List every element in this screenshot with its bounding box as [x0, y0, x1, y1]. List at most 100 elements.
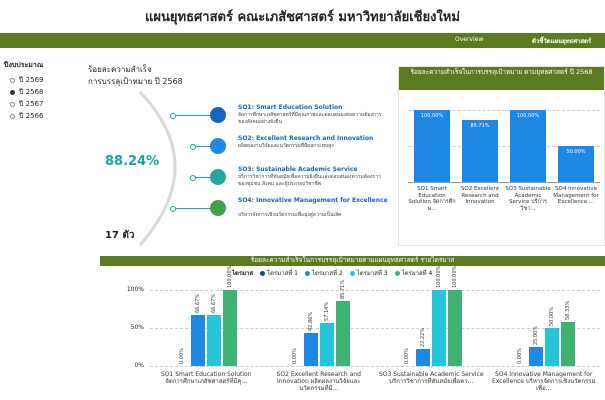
legend-item: ไตรมาสที่ 3 — [349, 268, 388, 278]
y-tick-label: 0% — [134, 362, 144, 369]
legend-item: ไตรมาสที่ 2 — [304, 268, 343, 278]
connector-line — [195, 177, 213, 178]
strategy-desc: ผลิตผลงานวิจัยและนวัตกรรมที่มีผลกระทบสูง — [238, 143, 334, 149]
legend-label: ไตรมาสที่ 2 — [311, 270, 343, 277]
x-tick-label: SO2 Excellent Research and Innovation ผล… — [276, 371, 361, 392]
nav-bar: Overview ตัวชี้วัดแผนยุทธศาสตร์ — [0, 33, 605, 48]
bar — [528, 347, 543, 366]
axis-line — [408, 182, 600, 183]
strategy-icon — [210, 107, 226, 123]
summary-subtitle: การบรรลุเป้าหมาย ปี 2568 — [88, 77, 183, 86]
data-label: 100.00% — [420, 113, 444, 119]
bar — [207, 315, 222, 366]
y-tick-label: 100% — [126, 286, 144, 293]
nav-item[interactable]: Overview — [455, 36, 484, 43]
strategy-icon — [210, 200, 226, 216]
year-option[interactable]: ปี 2569 — [10, 75, 43, 86]
bar — [303, 333, 318, 366]
arc — [138, 90, 177, 246]
legend-label: ไตรมาสที่ 1 — [267, 270, 298, 277]
strategy-icon — [210, 138, 226, 154]
x-tick-label: SO4 Innovative Management for Excellence… — [553, 186, 599, 205]
data-label: 100.00% — [516, 113, 540, 119]
legend: ไตรมาส ไตรมาสที่ 1 ไตรมาสที่ 2 ไตรมาสที่ 3 ไ… — [232, 268, 432, 278]
arc-line — [138, 90, 177, 246]
data-label: 0.00% — [516, 348, 523, 364]
legend-swatch — [260, 270, 266, 276]
data-label: 66.67% — [211, 294, 218, 314]
grid-line — [408, 110, 600, 111]
strategy-desc: จัดการศึกษาเภสัชศาสตร์ที่มีคุณภาพและตอบส… — [238, 112, 382, 125]
connector-line — [175, 115, 213, 116]
bar — [544, 328, 559, 366]
chart-title: ร้อยละความสำเร็จในการบรรลุเป้าหมายตามแผน… — [100, 256, 605, 266]
chart-box: ร้อยละความสำเร็จในการบรรลุเป้าหมาย ตามยุ… — [398, 66, 605, 246]
legend-swatch — [349, 270, 355, 276]
data-label: 22.22% — [420, 328, 427, 348]
legend-label: ไตรมาสที่ 4 — [401, 270, 433, 277]
connector-dot — [170, 113, 176, 119]
year-option[interactable]: ปี 2568 — [10, 87, 43, 98]
legend-title: ไตรมาส — [232, 270, 254, 277]
strategy-desc: บริหารจัดการเชิงนวัตกรรมเพื่อมุ่งสู่ความ… — [238, 212, 342, 218]
connector-dot — [190, 144, 196, 150]
legend-label: ไตรมาสที่ 3 — [356, 270, 388, 277]
data-label: 57.14% — [323, 301, 330, 321]
strategy-title: SO4: Innovative Management for Excellenc… — [238, 197, 388, 204]
bar — [319, 322, 334, 366]
bar — [462, 120, 498, 182]
sidebar-title: ปีงบประมาณ — [4, 61, 44, 69]
data-label: 100.00% — [436, 265, 443, 288]
bar — [414, 110, 450, 182]
connector-line — [195, 146, 213, 147]
x-tick-label: SO2 Excellent Research and Innovation — [460, 186, 500, 205]
y-tick-label: 50% — [130, 324, 144, 331]
radio — [10, 78, 15, 83]
legend-item: ไตรมาสที่ 4 — [394, 268, 433, 278]
legend-item: ไตรมาสที่ 1 — [260, 268, 298, 278]
bar — [448, 290, 463, 366]
nav-item[interactable]: ตัวชี้วัดแผนยุทธศาสตร์ — [532, 38, 592, 45]
x-tick-label: SO3 Sustainable Academic Service บริการว… — [378, 371, 484, 385]
summary-count: 17 ตัว — [105, 230, 135, 241]
option-label: ปี 2567 — [19, 100, 44, 108]
bar — [416, 349, 431, 366]
data-label: 25.00% — [532, 325, 539, 345]
page-title: แผนยุทธศาสตร์ คณะเภสัชศาสตร์ มหาวิทยาลัย… — [145, 10, 460, 25]
year-option[interactable]: ปี 2566 — [10, 111, 43, 122]
strategy-icon — [210, 169, 226, 185]
data-label: 66.67% — [195, 294, 202, 314]
legend-swatch — [304, 270, 310, 276]
summary-title: ร้อยละความสำเร็จ — [88, 65, 152, 74]
bar — [558, 146, 594, 182]
chart-box: ร้อยละความสำเร็จในการบรรลุเป้าหมายตามแผน… — [100, 256, 605, 400]
strategy-desc: บริการวิชาการที่ทันสมัยเพื่อความยั่งยืนแ… — [238, 174, 381, 187]
data-label: 85.71% — [470, 123, 490, 130]
summary-percent: 88.24% — [105, 154, 160, 169]
option-label: ปี 2569 — [19, 76, 44, 84]
grid-line — [150, 290, 600, 291]
bar — [560, 321, 575, 366]
grid-line — [150, 366, 600, 367]
bar — [223, 290, 238, 366]
data-label: 50.00% — [566, 149, 586, 155]
data-label: 100.00% — [452, 265, 459, 288]
legend-swatch — [394, 270, 400, 276]
data-label: 0.00% — [404, 348, 411, 364]
bar — [191, 315, 206, 366]
strategy-title: SO3: Sustainable Academic Service — [238, 166, 358, 173]
option-label: ปี 2568 — [19, 88, 44, 96]
bar — [432, 290, 447, 366]
x-tick-label: SO4 Innovative Management for Excellence… — [491, 371, 596, 392]
radio — [10, 102, 15, 107]
data-label: 50.00% — [548, 306, 555, 326]
connector-line — [175, 208, 213, 209]
strategy-title: SO1: Smart Education Solution — [238, 104, 343, 111]
option-label: ปี 2566 — [19, 112, 44, 120]
year-option[interactable]: ปี 2567 — [10, 99, 43, 110]
bar — [510, 110, 546, 182]
data-label: 58.33% — [564, 300, 571, 320]
data-label: 100.00% — [227, 265, 234, 288]
data-label: 0.00% — [179, 348, 186, 364]
